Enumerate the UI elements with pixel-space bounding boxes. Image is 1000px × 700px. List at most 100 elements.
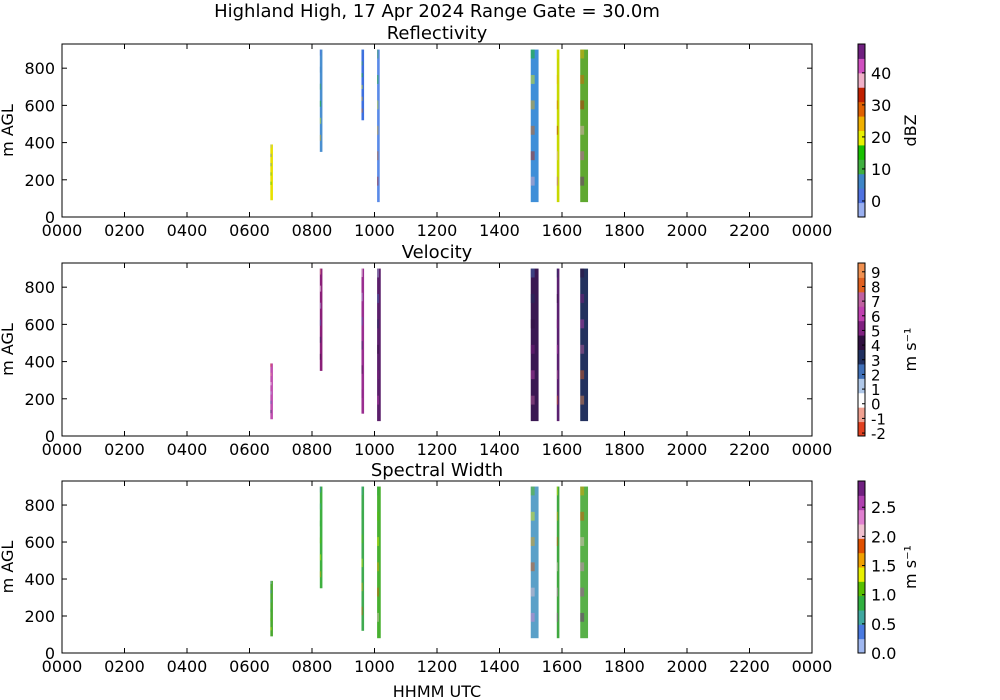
panel-title: Reflectivity xyxy=(387,23,488,44)
colorbar-segment xyxy=(858,538,865,554)
colorbar-reflectivity: 0 10 20 30 40 dBZ xyxy=(857,43,920,218)
echo-texture xyxy=(530,587,535,597)
echo-texture xyxy=(580,151,585,161)
x-tick-label: 0000 xyxy=(792,440,833,459)
echo-texture xyxy=(530,344,535,354)
echo-column xyxy=(377,486,381,639)
echo-texture xyxy=(530,370,535,380)
echo-texture xyxy=(556,562,559,572)
x-tick-label: 1400 xyxy=(479,657,520,676)
colorbar-segment xyxy=(858,638,865,654)
echo-column xyxy=(530,49,539,203)
echo-column xyxy=(530,486,539,639)
panel-reflectivity: Reflectivitym AGL00000200040006000800100… xyxy=(0,23,832,240)
echo-texture xyxy=(319,302,322,309)
colorbar-segment xyxy=(858,72,865,88)
echo-column xyxy=(580,49,589,203)
echo-column xyxy=(361,486,365,631)
echo-column xyxy=(270,580,273,637)
x-tick-label: 0000 xyxy=(42,440,83,459)
echo-texture xyxy=(556,49,559,59)
echo-texture xyxy=(580,176,585,186)
echo-texture xyxy=(580,125,585,135)
echo-texture xyxy=(319,486,322,493)
echo-texture xyxy=(270,400,272,404)
colorbar-tick-label: 5 xyxy=(871,322,881,340)
x-tick-label: 0200 xyxy=(104,657,145,676)
colorbar-segment xyxy=(858,349,865,365)
echo-texture xyxy=(270,627,272,631)
colorbar-tick-label: 0 xyxy=(871,192,881,211)
echo-texture xyxy=(556,319,559,329)
echo-texture xyxy=(319,100,322,107)
y-tick-label: 600 xyxy=(24,533,55,552)
echo-column xyxy=(377,268,381,422)
echo-texture xyxy=(377,344,379,354)
x-axis-label: HHMM UTC xyxy=(393,682,481,700)
colorbar-segment xyxy=(858,581,865,597)
colorbar-tick-label: 20 xyxy=(871,128,891,147)
colorbar-tick-label: 8 xyxy=(871,278,881,296)
echo-texture xyxy=(580,49,585,59)
echo-texture xyxy=(377,562,379,572)
x-tick-label: 1000 xyxy=(354,657,395,676)
colorbar-segment xyxy=(858,58,865,74)
echo-texture xyxy=(580,319,585,329)
echo-texture xyxy=(319,49,322,56)
x-tick-label: 1800 xyxy=(604,657,645,676)
x-tick-label: 0000 xyxy=(792,657,833,676)
colorbar-spectral_width: 0.0 0.5 1.0 1.5 2.0 2.5 m s⁻¹ xyxy=(857,480,920,663)
echo-texture xyxy=(377,612,379,622)
echo-column xyxy=(556,486,560,639)
echo-texture xyxy=(530,562,535,572)
echo-texture xyxy=(580,75,585,84)
echo-texture xyxy=(530,151,535,161)
echo-texture xyxy=(361,558,363,568)
panel-title: Velocity xyxy=(402,242,473,263)
echo-texture xyxy=(556,486,559,496)
x-tick-label: 0200 xyxy=(104,221,145,240)
echo-texture xyxy=(270,599,272,603)
echo-texture xyxy=(377,125,379,135)
echo-column xyxy=(270,363,273,420)
echo-texture xyxy=(319,117,322,124)
x-tick-label: 2200 xyxy=(729,440,770,459)
echo-texture xyxy=(377,268,379,278)
echo-texture xyxy=(556,75,559,84)
x-tick-label: 1600 xyxy=(542,221,583,240)
echo-texture xyxy=(377,319,379,329)
echo-texture xyxy=(319,66,322,73)
echo-texture xyxy=(580,511,585,521)
echo-texture xyxy=(580,612,585,622)
colorbar-tick-label: 30 xyxy=(871,96,891,115)
y-axis-label: m AGL xyxy=(0,323,17,376)
echo-texture xyxy=(556,268,559,278)
colorbar-segment xyxy=(858,130,865,146)
panel-velocity: Velocitym AGL000002000400060008001000120… xyxy=(0,242,832,459)
x-tick-label: 1200 xyxy=(417,440,458,459)
echo-texture xyxy=(319,285,322,292)
colorbar-tick-label: 0.0 xyxy=(871,644,896,663)
echo-texture xyxy=(556,370,559,380)
y-axis-label: m AGL xyxy=(0,104,17,157)
x-tick-label: 0000 xyxy=(42,657,83,676)
colorbar-tick-label: 2.5 xyxy=(871,498,896,517)
x-tick-label: 0000 xyxy=(42,221,83,240)
colorbar-segment xyxy=(858,202,865,218)
echo-texture xyxy=(580,562,585,572)
echo-column xyxy=(319,49,323,152)
echo-texture xyxy=(556,612,559,622)
colorbar-tick-label: 1.0 xyxy=(871,586,896,605)
echo-texture xyxy=(530,125,535,135)
colorbar-tick-label: 1.5 xyxy=(871,557,896,576)
y-tick-label: 400 xyxy=(24,353,55,372)
colorbar-tick-label: 2.0 xyxy=(871,527,896,546)
y-tick-label: 400 xyxy=(24,134,55,153)
echo-texture xyxy=(361,606,363,616)
echo-texture xyxy=(361,96,363,101)
echo-texture xyxy=(556,100,559,110)
echo-texture xyxy=(530,176,535,186)
echo-texture xyxy=(270,163,272,167)
echo-texture xyxy=(361,73,363,78)
